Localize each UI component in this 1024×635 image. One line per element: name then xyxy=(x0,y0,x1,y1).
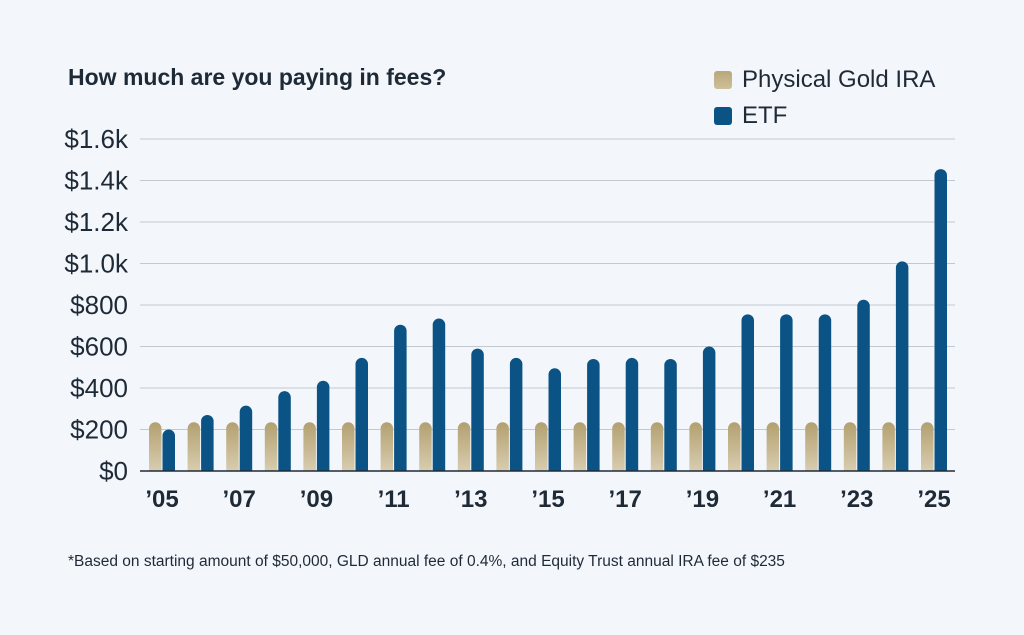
bar-physical-gold-ira xyxy=(149,422,162,471)
bar-etf xyxy=(432,318,446,471)
x-tick-label: ’13 xyxy=(454,486,487,513)
bar-physical-gold-ira xyxy=(650,422,664,471)
bar-etf xyxy=(895,261,909,471)
bar-physical-gold-ira xyxy=(805,422,818,471)
x-axis-tick-labels: ’05 ’07 ’09 ’11 ’13 ’15 ’17 ’19 ’21 ’23 ’25 xyxy=(145,486,950,513)
bar-physical-gold-ira xyxy=(226,422,239,471)
bar-physical-gold-ira xyxy=(612,422,625,471)
grid-lines xyxy=(140,138,955,430)
bar-physical-gold-ira xyxy=(419,422,432,471)
bar-etf xyxy=(818,314,832,471)
y-tick-label: $400 xyxy=(70,373,128,403)
legend-label-physical-gold-ira: Physical Gold IRA xyxy=(742,66,936,93)
legend-item-physical-gold-ira: Physical Gold IRA xyxy=(714,62,935,98)
bar-etf xyxy=(664,358,677,471)
bar-etf xyxy=(394,324,407,471)
y-tick-label: $1.4k xyxy=(64,166,129,196)
bar-physical-gold-ira xyxy=(496,422,509,471)
x-tick-label: ’07 xyxy=(223,486,256,513)
x-tick-label: ’25 xyxy=(917,486,950,513)
x-tick-label: ’23 xyxy=(840,486,873,513)
bar-etf xyxy=(587,358,600,471)
y-axis-tick-labels: $0 $200 $400 $600 $800 $1.0k $1.2k $1.4k $1.6k xyxy=(64,124,129,486)
bar-etf xyxy=(509,357,523,471)
bar-physical-gold-ira xyxy=(766,422,780,471)
bar-etf xyxy=(278,391,291,471)
bar-etf xyxy=(471,348,484,471)
y-tick-label: $800 xyxy=(70,290,128,320)
bar-physical-gold-ira xyxy=(264,422,278,471)
bar-etf xyxy=(201,414,214,471)
footnote: *Based on starting amount of $50,000, GL… xyxy=(68,553,785,570)
legend-label-etf: ETF xyxy=(742,102,788,129)
bar-etf xyxy=(741,314,754,471)
bar-physical-gold-ira xyxy=(380,422,394,471)
y-tick-label: $1.6k xyxy=(64,124,129,154)
bar-etf xyxy=(239,405,253,471)
legend: Physical Gold IRA ETF xyxy=(714,62,935,134)
bar-etf xyxy=(702,346,716,471)
bar-physical-gold-ira xyxy=(882,422,895,471)
x-tick-label: ’21 xyxy=(763,486,796,513)
bar-physical-gold-ira xyxy=(342,422,355,471)
bars xyxy=(149,169,947,471)
y-tick-label: $200 xyxy=(70,415,128,445)
x-tick-label: ’05 xyxy=(145,486,178,513)
legend-swatch-physical-gold-ira xyxy=(714,71,732,89)
bar-physical-gold-ira xyxy=(921,422,934,471)
bar-physical-gold-ira xyxy=(689,422,702,471)
bar-physical-gold-ira xyxy=(728,422,741,471)
bar-etf xyxy=(857,299,870,471)
bar-physical-gold-ira xyxy=(187,422,201,471)
x-tick-label: ’11 xyxy=(378,486,410,513)
bar-etf xyxy=(162,429,175,471)
bar-physical-gold-ira xyxy=(535,422,548,471)
x-tick-label: ’17 xyxy=(609,486,642,513)
y-tick-label: $1.2k xyxy=(64,207,129,237)
bar-etf xyxy=(780,314,793,471)
bar-physical-gold-ira xyxy=(573,422,587,471)
bar-etf xyxy=(355,357,368,471)
bar-etf xyxy=(934,169,947,471)
x-tick-label: ’19 xyxy=(686,486,719,513)
bar-physical-gold-ira xyxy=(843,422,857,471)
bar-etf xyxy=(316,380,330,471)
bar-etf xyxy=(548,368,561,471)
bar-physical-gold-ira xyxy=(457,422,471,471)
x-tick-label: ’15 xyxy=(531,486,564,513)
y-tick-label: $0 xyxy=(99,456,128,486)
x-tick-label: ’09 xyxy=(300,486,333,513)
bar-etf xyxy=(625,357,639,471)
chart-title: How much are you paying in fees? xyxy=(68,64,447,90)
y-tick-label: $1.0k xyxy=(64,249,129,279)
legend-swatch-etf xyxy=(714,107,732,125)
legend-item-etf: ETF xyxy=(714,98,935,134)
y-tick-label: $600 xyxy=(70,332,128,362)
bar-physical-gold-ira xyxy=(303,422,316,471)
